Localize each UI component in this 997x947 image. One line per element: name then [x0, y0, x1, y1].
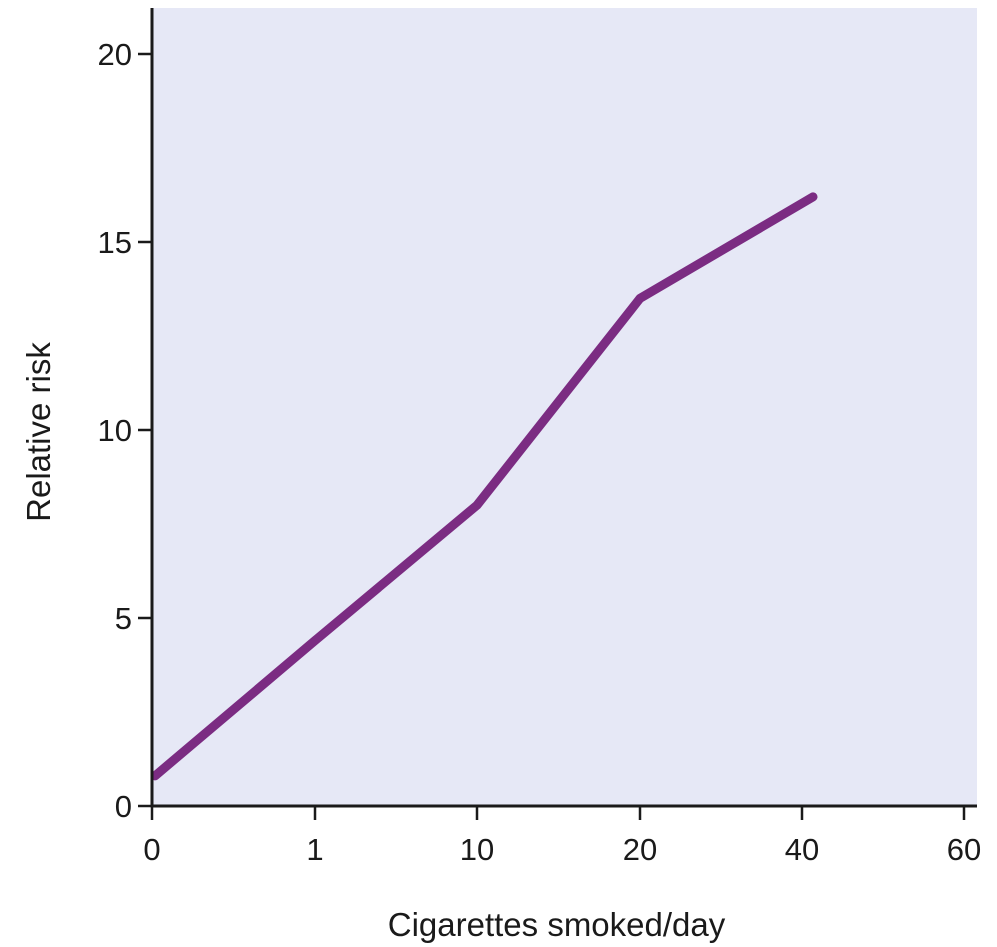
x-tick-label: 10: [460, 832, 494, 867]
x-axis-ticks: 0 1 10 20 40 60: [143, 806, 981, 867]
y-tick-label: 20: [98, 37, 132, 72]
y-tick-label: 0: [115, 789, 132, 824]
y-tick-label: 5: [115, 601, 132, 636]
plot-area-background: [152, 8, 977, 806]
y-tick-label: 10: [98, 413, 132, 448]
x-axis-title: Cigarettes smoked/day: [388, 906, 726, 943]
x-tick-label: 0: [143, 832, 160, 867]
series-line: [150, 192, 818, 781]
y-axis-title: Relative risk: [20, 342, 57, 522]
x-tick-label: 20: [623, 832, 657, 867]
y-axis-ticks: 0 5 10 15 20: [98, 37, 152, 824]
y-tick-label: 15: [98, 225, 132, 260]
x-tick-label: 40: [785, 832, 819, 867]
x-tick-label: 1: [306, 832, 323, 867]
x-tick-label: 60: [947, 832, 981, 867]
